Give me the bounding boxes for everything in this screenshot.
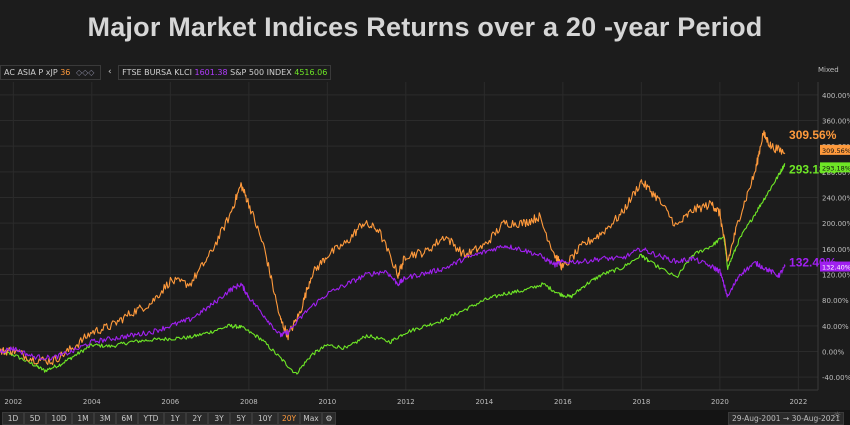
range-button-ytd[interactable]: YTD (138, 412, 164, 425)
x-tick-label: 2012 (397, 398, 415, 406)
x-tick-label: 2004 (83, 398, 101, 406)
x-tick-label: 2018 (632, 398, 650, 406)
range-button-3y[interactable]: 3Y (208, 412, 230, 425)
legend-series-klci-name: FTSE BURSA KLCI (122, 68, 192, 77)
range-button-3m[interactable]: 3M (94, 412, 116, 425)
x-tick-label: 2010 (318, 398, 336, 406)
series-end-label-0: 309.56% (789, 128, 837, 142)
x-tick-label: 2002 (4, 398, 22, 406)
series-line-2 (0, 163, 786, 375)
plot-area (0, 82, 818, 390)
y-tick-label: 400.00% (822, 92, 850, 100)
range-button-1y[interactable]: 1Y (164, 412, 186, 425)
corner-settings-icon[interactable]: ☼ (833, 411, 842, 421)
legend-chevron-icon: ◇◇◇ (75, 68, 95, 77)
axis-tag-bg-1 (820, 261, 850, 272)
legend-series-asia-value: 36 (60, 68, 71, 77)
legend-series-klci-value: 1601.38 (194, 68, 228, 77)
range-button-20y[interactable]: 20Y (278, 412, 300, 425)
range-button-max[interactable]: Max (300, 412, 322, 425)
range-button-10y[interactable]: 10Y (252, 412, 278, 425)
chart-canvas: 400.00%360.00%320.00%280.00%240.00%200.0… (0, 82, 850, 406)
gear-icon[interactable]: ⚙ (322, 412, 336, 425)
axis-tag-bg-2 (820, 162, 850, 173)
legend-scroll-left-button[interactable]: ‹ (107, 67, 112, 77)
scale-mode-label[interactable]: Mixed (818, 66, 839, 74)
range-button-10d[interactable]: 10D (46, 412, 72, 425)
y-tick-label: 280.00% (822, 169, 850, 177)
x-tick-label: 2014 (475, 398, 493, 406)
range-button-5y[interactable]: 5Y (230, 412, 252, 425)
axis-tag-label-1: 132.40% (822, 264, 850, 272)
y-tick-label: 360.00% (822, 118, 850, 126)
y-tick-label: 0.00% (822, 349, 845, 357)
axis-tag-label-2: 293.18% (822, 164, 850, 172)
range-button-5d[interactable]: 5D (24, 412, 46, 425)
range-button-6m[interactable]: 6M (116, 412, 138, 425)
axis-tag-bg-0 (820, 144, 850, 155)
x-tick-label: 2006 (161, 398, 179, 406)
y-tick-label: 240.00% (822, 195, 850, 203)
range-button-1d[interactable]: 1D (2, 412, 24, 425)
axis-tag-label-0: 309.56% (822, 147, 850, 155)
range-button-1m[interactable]: 1M (72, 412, 94, 425)
y-tick-label: 160.00% (822, 246, 850, 254)
legend-series-sp500-value: 4516.06 (294, 68, 328, 77)
legend-series-asia[interactable]: AC ASIA P xJP 36 ◇◇◇ (0, 65, 102, 80)
x-tick-label: 2022 (789, 398, 807, 406)
legend-series-klci[interactable]: FTSE BURSA KLCI 1601.38 S&P 500 INDEX 45… (118, 65, 332, 80)
legend-series-asia-name: AC ASIA P xJP (4, 68, 58, 77)
date-range-label[interactable]: 29-Aug-2001 → 30-Aug-2021 (728, 412, 845, 425)
y-tick-label: 200.00% (822, 220, 850, 228)
y-tick-label: 40.00% (822, 323, 849, 331)
series-line-1 (0, 244, 786, 361)
x-tick-label: 2008 (240, 398, 258, 406)
x-tick-label: 2016 (554, 398, 572, 406)
y-tick-label: 80.00% (822, 297, 849, 305)
y-tick-label: 120.00% (822, 272, 850, 280)
series-line-0 (0, 130, 786, 366)
legend-series-sp500-name: S&P 500 INDEX (230, 68, 292, 77)
x-tick-label: 2020 (711, 398, 729, 406)
range-button-2y[interactable]: 2Y (186, 412, 208, 425)
y-tick-label: -40.00% (822, 374, 850, 382)
legend-bar: AC ASIA P xJP 36 ◇◇◇ ‹ FTSE BURSA KLCI 1… (0, 65, 820, 80)
chart-title: Major Market Indices Returns over a 20 -… (87, 12, 763, 42)
